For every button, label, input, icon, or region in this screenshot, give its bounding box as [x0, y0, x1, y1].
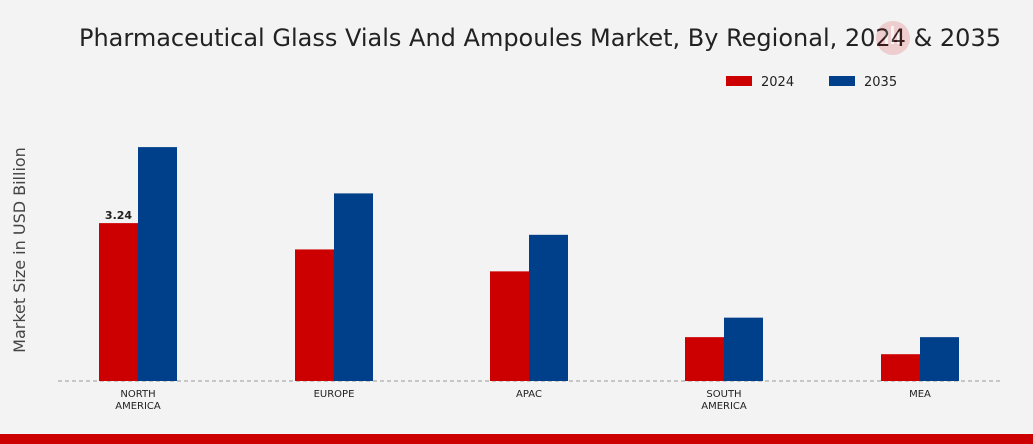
data-label: 3.24 — [105, 209, 132, 222]
bar-2024-2 — [490, 271, 529, 381]
bar-2024-0 — [99, 223, 138, 381]
watermark-logo — [876, 21, 910, 55]
bar-2035-4 — [920, 337, 959, 381]
bar-2035-3 — [724, 317, 763, 381]
bar-2035-2 — [529, 234, 568, 381]
legend-swatch-2024 — [726, 76, 752, 86]
legend-label-2024: 2024 — [761, 75, 794, 90]
y-axis-label: Market Size in USD Billion — [10, 147, 29, 353]
chart-title: Pharmaceutical Glass Vials And Ampoules … — [79, 24, 1001, 52]
x-ticks: NORTH AMERICA EUROPE APAC SOUTH AMERICA MEA — [115, 389, 931, 412]
x-tick-label: MEA — [909, 389, 931, 400]
bar-2035-1 — [334, 193, 373, 381]
legend: 2024 2035 — [726, 75, 897, 90]
legend-label-2035: 2035 — [864, 75, 897, 90]
legend-swatch-2035 — [829, 76, 855, 86]
x-tick-label: EUROPE — [314, 389, 355, 400]
bar-2035-0 — [138, 147, 177, 381]
data-labels: 3.24 — [105, 209, 132, 222]
bar-2024-4 — [881, 354, 920, 381]
x-tick-label: APAC — [516, 389, 542, 400]
bars — [99, 147, 959, 381]
bar-2024-1 — [295, 249, 334, 381]
x-tick-label: SOUTH AMERICA — [701, 389, 747, 412]
bar-2024-3 — [685, 337, 724, 381]
footer-bar — [0, 434, 1033, 444]
x-tick-label: NORTH AMERICA — [115, 389, 161, 412]
